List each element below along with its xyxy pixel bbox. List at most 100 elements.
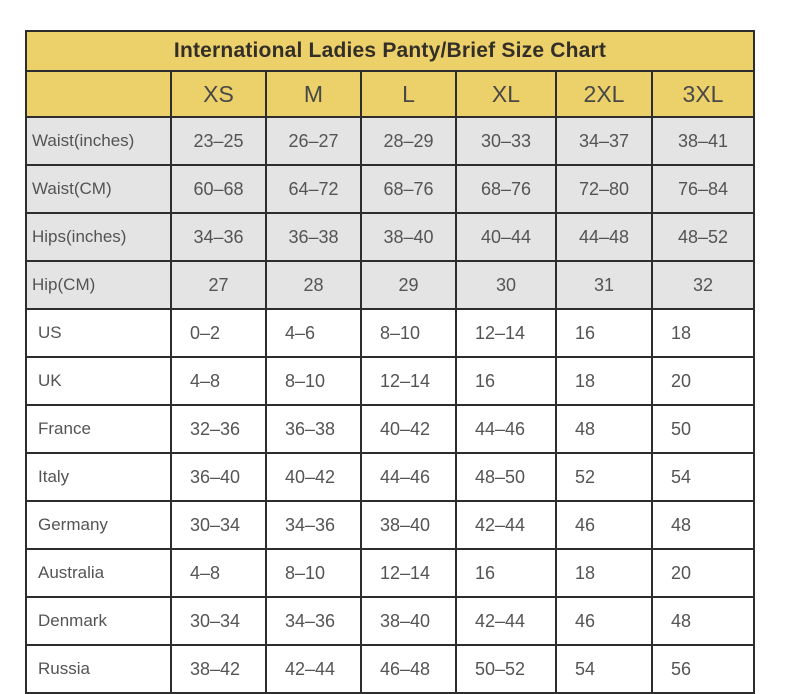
row-australia: Australia 4–8 8–10 12–14 16 18 20	[25, 548, 756, 598]
size-value: 76–84	[650, 164, 756, 214]
size-value: 30	[455, 260, 557, 310]
row-label: US	[25, 308, 172, 358]
header-row: XS M L XL 2XL 3XL	[25, 70, 756, 118]
size-value: 12–14	[455, 308, 557, 358]
row-waist-cm: Waist(CM) 60–68 64–72 68–76 68–76 72–80 …	[25, 164, 756, 214]
size-value: 68–76	[455, 164, 557, 214]
size-value: 30–34	[170, 596, 267, 646]
size-value: 4–8	[170, 356, 267, 406]
row-label: Hips(inches)	[25, 212, 172, 262]
row-france: France 32–36 36–38 40–42 44–46 48 50	[25, 404, 756, 454]
row-germany: Germany 30–34 34–36 38–40 42–44 46 48	[25, 500, 756, 550]
size-value: 18	[555, 548, 653, 598]
size-value: 52	[555, 452, 653, 502]
size-value: 36–38	[265, 212, 362, 262]
size-value: 26–27	[265, 116, 362, 166]
size-value: 60–68	[170, 164, 267, 214]
size-value: 30–33	[455, 116, 557, 166]
size-value: 72–80	[555, 164, 653, 214]
row-label: Russia	[25, 644, 172, 694]
row-label: France	[25, 404, 172, 454]
row-label: Hip(CM)	[25, 260, 172, 310]
row-label: Denmark	[25, 596, 172, 646]
size-value: 48	[555, 404, 653, 454]
size-value: 34–37	[555, 116, 653, 166]
size-value: 32	[650, 260, 756, 310]
size-value: 27	[170, 260, 267, 310]
row-hip-cm: Hip(CM) 27 28 29 30 31 32	[25, 260, 756, 310]
size-value: 8–10	[360, 308, 457, 358]
size-value: 42–44	[455, 500, 557, 550]
title-row: International Ladies Panty/Brief Size Ch…	[24, 30, 756, 72]
column-header-l: L	[360, 70, 457, 118]
size-value: 34–36	[265, 500, 362, 550]
size-value: 0–2	[170, 308, 267, 358]
size-value: 18	[650, 308, 756, 358]
size-value: 54	[650, 452, 756, 502]
size-value: 32–36	[170, 404, 267, 454]
size-value: 40–42	[265, 452, 362, 502]
size-value: 48	[650, 500, 756, 550]
size-value: 46	[555, 596, 653, 646]
size-value: 44–46	[455, 404, 557, 454]
size-value: 20	[650, 356, 756, 406]
size-chart-table: International Ladies Panty/Brief Size Ch…	[24, 30, 756, 694]
column-header-xs: XS	[170, 70, 267, 118]
row-denmark: Denmark 30–34 34–36 38–40 42–44 46 48	[25, 596, 756, 646]
row-hips-inches: Hips(inches) 34–36 36–38 38–40 40–44 44–…	[25, 212, 756, 262]
row-russia: Russia 38–42 42–44 46–48 50–52 54 56	[25, 644, 756, 694]
column-header-m: M	[265, 70, 362, 118]
size-value: 4–8	[170, 548, 267, 598]
size-value: 38–40	[360, 212, 457, 262]
row-label: UK	[25, 356, 172, 406]
size-value: 36–40	[170, 452, 267, 502]
size-value: 38–42	[170, 644, 267, 694]
size-value: 20	[650, 548, 756, 598]
column-header-xl: XL	[455, 70, 557, 118]
size-value: 56	[650, 644, 756, 694]
row-waist-inches: Waist(inches) 23–25 26–27 28–29 30–33 34…	[25, 116, 756, 166]
size-value: 16	[455, 356, 557, 406]
row-label: Germany	[25, 500, 172, 550]
size-value: 38–40	[360, 596, 457, 646]
size-value: 29	[360, 260, 457, 310]
size-value: 42–44	[455, 596, 557, 646]
size-value: 54	[555, 644, 653, 694]
size-value: 30–34	[170, 500, 267, 550]
size-value: 28	[265, 260, 362, 310]
size-value: 8–10	[265, 548, 362, 598]
size-value: 28–29	[360, 116, 457, 166]
size-value: 48–52	[650, 212, 756, 262]
size-value: 4–6	[265, 308, 362, 358]
size-value: 38–41	[650, 116, 756, 166]
size-value: 50	[650, 404, 756, 454]
size-value: 48–50	[455, 452, 557, 502]
row-us: US 0–2 4–6 8–10 12–14 16 18	[25, 308, 756, 358]
size-value: 12–14	[360, 356, 457, 406]
size-value: 8–10	[265, 356, 362, 406]
size-value: 34–36	[265, 596, 362, 646]
size-value: 46	[555, 500, 653, 550]
row-label: Italy	[25, 452, 172, 502]
size-value: 23–25	[170, 116, 267, 166]
size-value: 64–72	[265, 164, 362, 214]
size-value: 31	[555, 260, 653, 310]
size-value: 40–42	[360, 404, 457, 454]
chart-title: International Ladies Panty/Brief Size Ch…	[24, 30, 756, 72]
row-label: Waist(inches)	[25, 116, 172, 166]
size-value: 12–14	[360, 548, 457, 598]
size-value: 46–48	[360, 644, 457, 694]
row-label: Australia	[25, 548, 172, 598]
size-value: 34–36	[170, 212, 267, 262]
size-value: 36–38	[265, 404, 362, 454]
row-label: Waist(CM)	[25, 164, 172, 214]
size-value: 50–52	[455, 644, 557, 694]
size-value: 38–40	[360, 500, 457, 550]
size-value: 42–44	[265, 644, 362, 694]
size-value: 44–46	[360, 452, 457, 502]
size-value: 44–48	[555, 212, 653, 262]
row-italy: Italy 36–40 40–42 44–46 48–50 52 54	[25, 452, 756, 502]
size-value: 48	[650, 596, 756, 646]
size-value: 68–76	[360, 164, 457, 214]
size-value: 16	[555, 308, 653, 358]
